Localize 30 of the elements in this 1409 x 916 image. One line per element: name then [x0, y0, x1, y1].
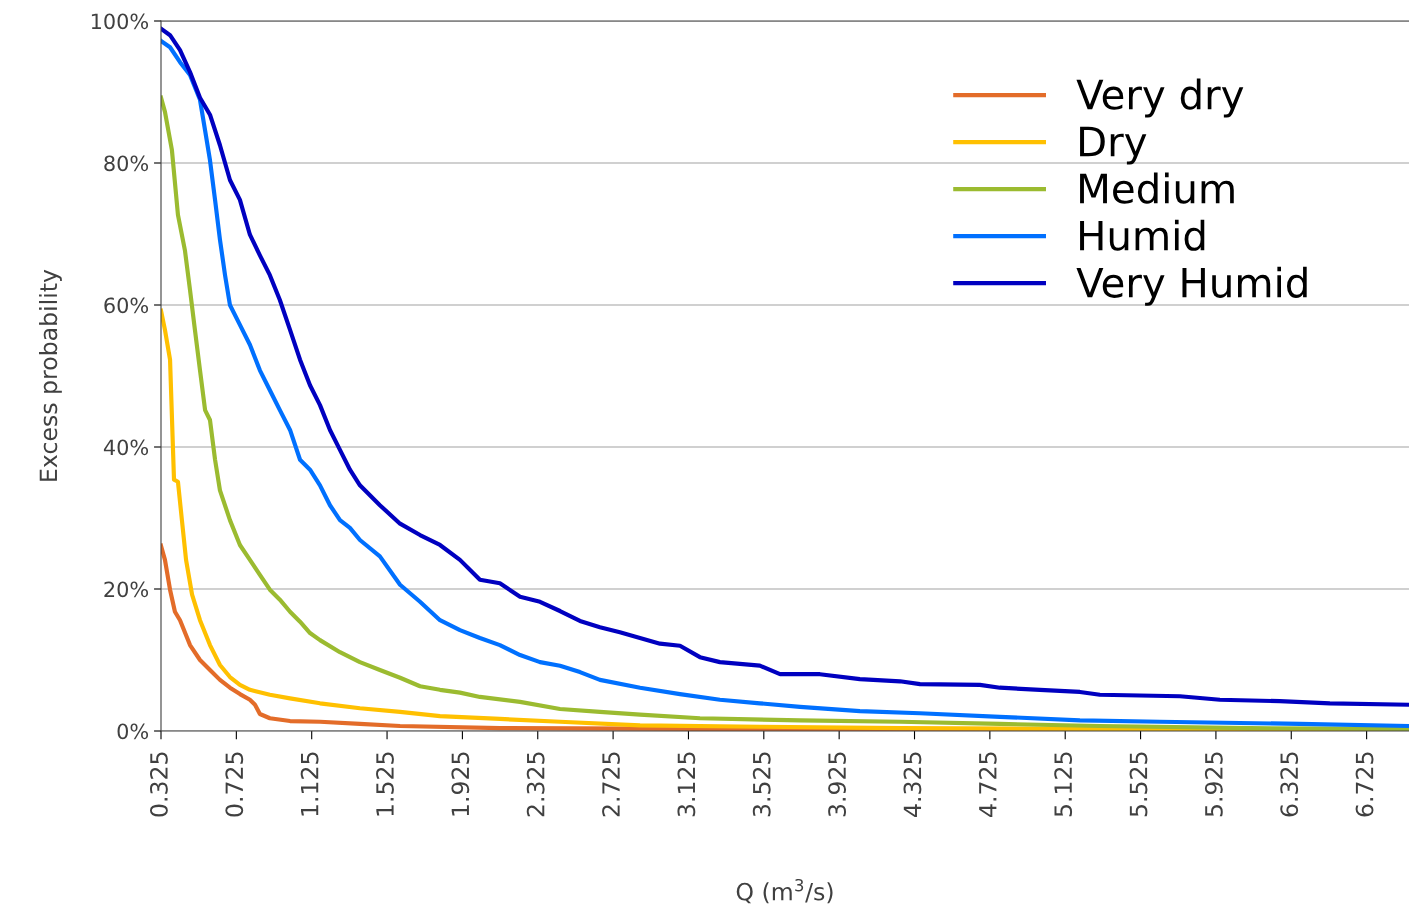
legend-label: Dry	[1080, 126, 1147, 165]
x-tick-label: 1.925	[451, 752, 470, 816]
legend-label: Medium	[1080, 172, 1234, 204]
x-axis-title: Q (m$^{3}$/s)	[736, 878, 833, 904]
y-tick-label: 40%	[103, 439, 149, 456]
x-tick-label: 4.725	[978, 752, 997, 817]
x-tick-label: 5.125	[1054, 752, 1073, 817]
y-tick-label: 20%	[104, 581, 149, 598]
y-tick-label: 60%	[104, 297, 149, 314]
x-tick-label: 5.525	[1129, 752, 1148, 817]
x-tick-label: 0.725	[225, 752, 244, 817]
x-tick-label: 5.925	[1204, 752, 1223, 817]
y-tick-label: 80%	[104, 155, 149, 172]
x-tick-label: 3.125	[677, 752, 696, 817]
x-tick-label: 6.725	[1355, 752, 1374, 817]
x-tick-label: 3.525	[752, 752, 771, 817]
x-tick-label: 1.125	[300, 752, 319, 816]
x-tick-label: 0.325	[149, 752, 168, 817]
x-tick-label: 2.325	[526, 752, 545, 817]
x-tick-label: 1.525	[376, 752, 394, 816]
legend-label: Very Humid	[1076, 266, 1307, 306]
legend-label: Humid	[1080, 219, 1205, 251]
y-tick-label: 100%	[91, 13, 149, 30]
legend-label: Very dry	[1076, 78, 1244, 118]
x-tick-label: 3.925	[828, 752, 847, 817]
x-tick-label: 6.325	[1280, 752, 1299, 817]
x-tick-label: 2.725	[602, 752, 620, 817]
x-tick-label: 4.325	[903, 752, 922, 817]
y-tick-label: 0%	[117, 723, 149, 740]
y-axis-title: Excess probability	[39, 269, 62, 481]
